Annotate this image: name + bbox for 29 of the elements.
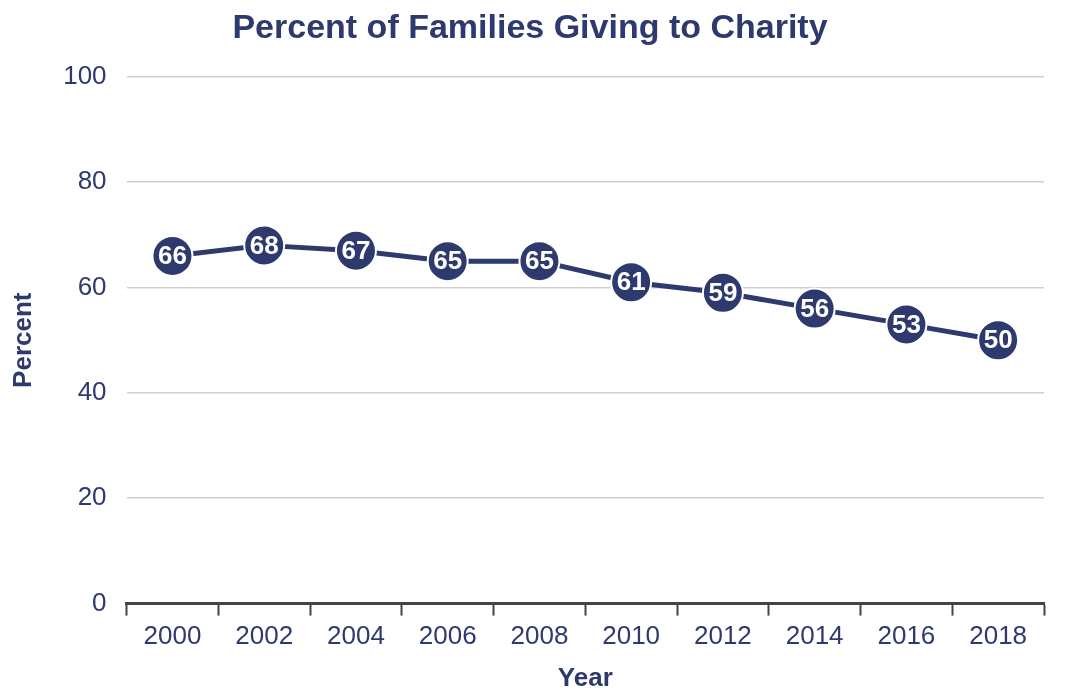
data-label: 67 — [341, 234, 371, 265]
x-tick-label: 2000 — [143, 620, 202, 651]
y-axis-title: Percent — [6, 292, 37, 388]
y-tick-label: 60 — [77, 270, 107, 301]
data-label: 68 — [249, 229, 279, 260]
data-label: 53 — [891, 308, 921, 339]
x-tick-label: 2016 — [877, 620, 936, 651]
data-label: 66 — [157, 240, 187, 271]
x-tick-label: 2018 — [969, 620, 1028, 651]
y-tick-label: 80 — [77, 165, 107, 196]
x-tick-label: 2004 — [327, 620, 385, 651]
chart-title: Percent of Families Giving to Charity — [232, 6, 828, 45]
y-tick-label: 40 — [77, 376, 107, 407]
x-tick-label: 2014 — [785, 620, 844, 651]
x-tick-label: 2012 — [693, 620, 752, 651]
y-tick-label: 20 — [77, 481, 107, 512]
y-tick-label: 0 — [92, 586, 107, 617]
x-tick-label: 2002 — [235, 620, 294, 651]
data-label: 56 — [800, 292, 830, 323]
x-axis-title: Year — [557, 661, 613, 692]
x-tick-label: 2010 — [602, 620, 661, 651]
data-label: 65 — [433, 245, 463, 276]
data-label: 65 — [524, 245, 554, 276]
y-tick-label: 100 — [63, 59, 107, 90]
x-tick-label: 2008 — [510, 620, 569, 651]
data-label: 59 — [708, 276, 738, 307]
data-label: 50 — [983, 324, 1013, 355]
x-tick-label: 2006 — [418, 620, 477, 651]
data-label: 61 — [616, 266, 646, 297]
